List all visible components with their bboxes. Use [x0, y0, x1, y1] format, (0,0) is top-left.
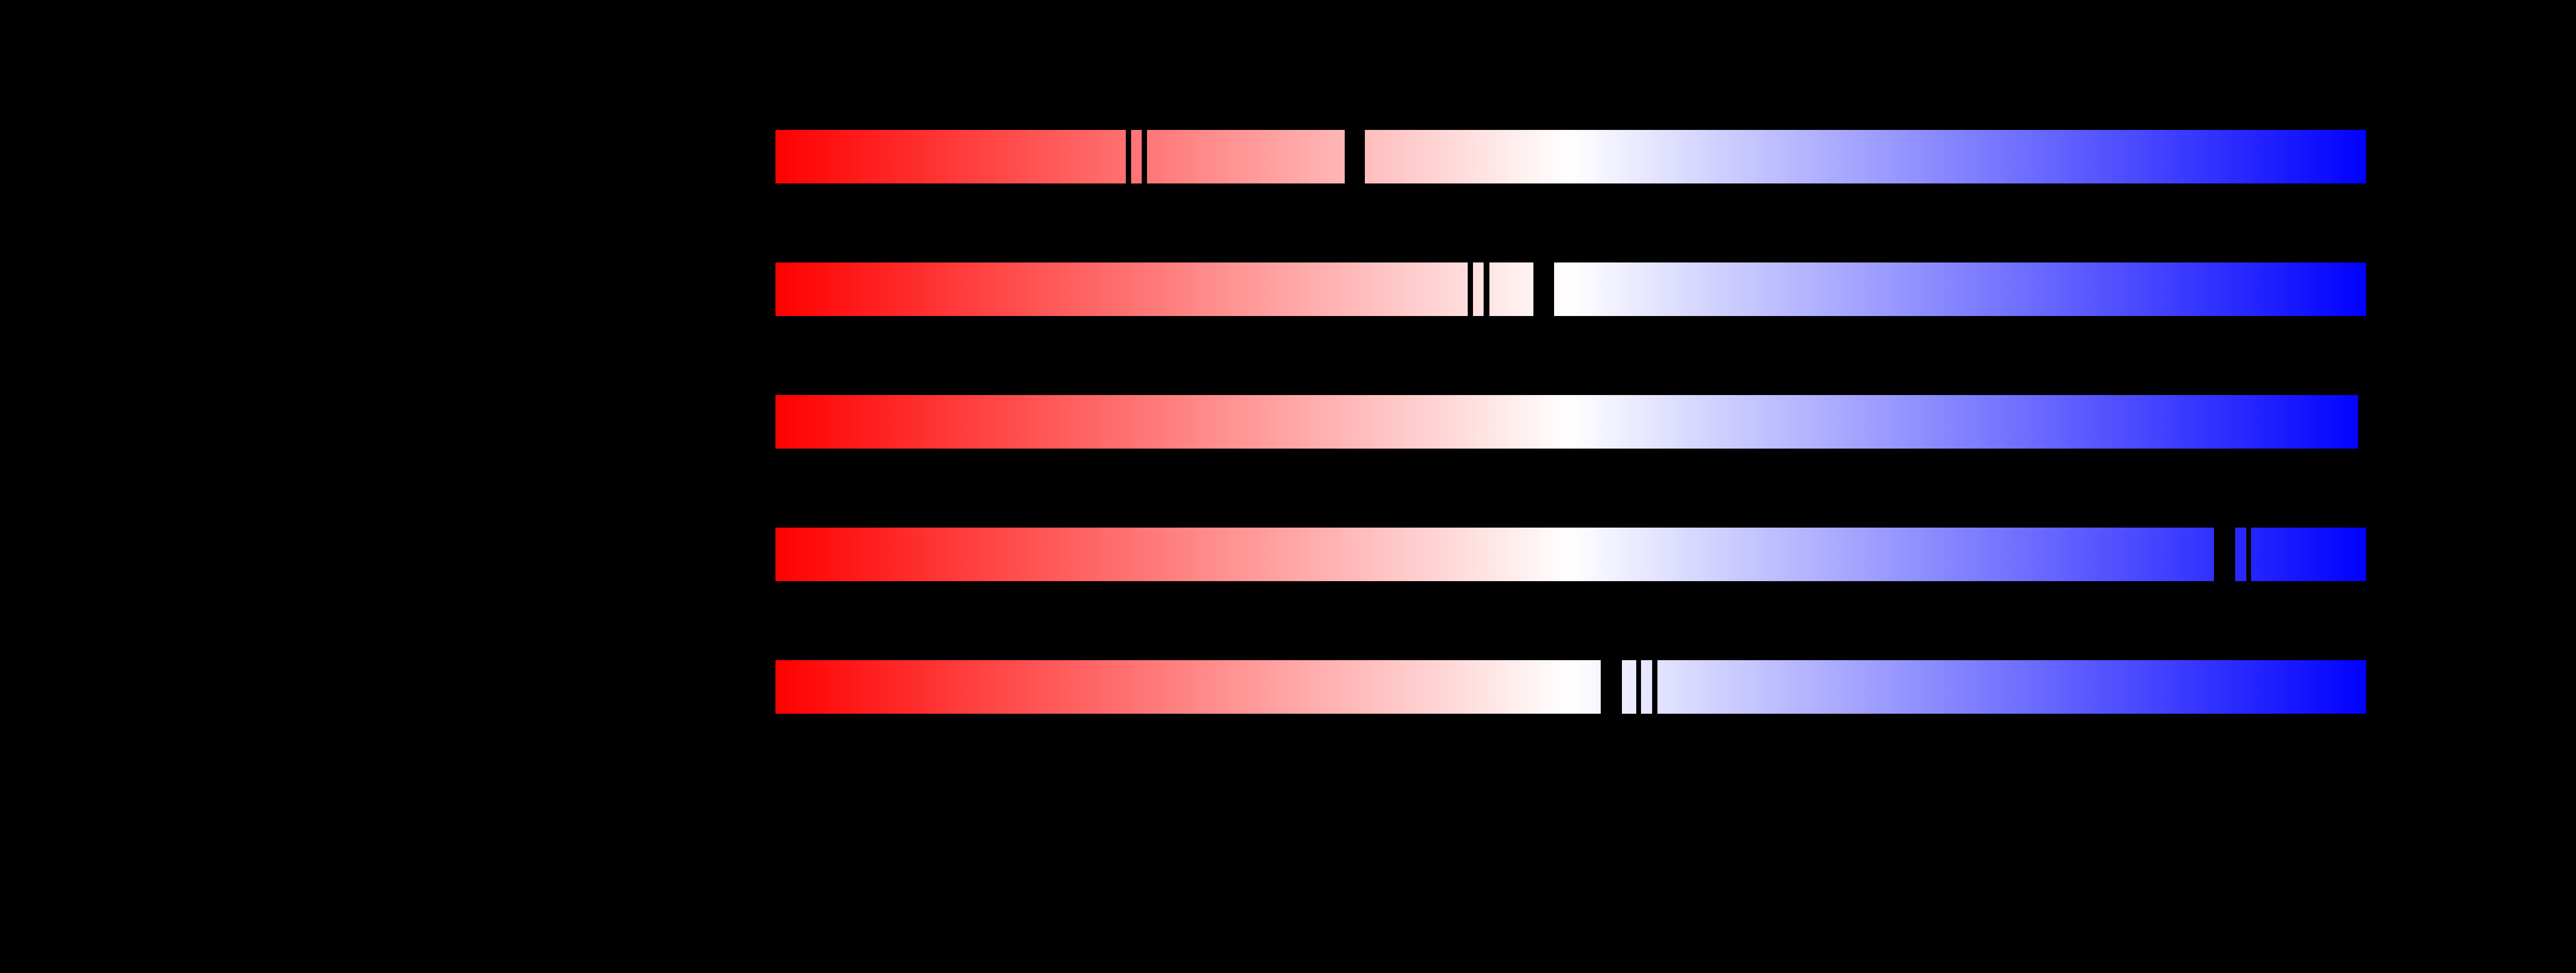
gradient-bar [775, 130, 2366, 183]
marker-line [2246, 528, 2251, 581]
marker-line [1468, 262, 1473, 316]
marker-line [1484, 262, 1489, 316]
gradient-bar [775, 528, 2366, 581]
gradient-bar [775, 395, 2358, 449]
marker-band [1533, 262, 1554, 316]
gradient-bar [775, 660, 2366, 714]
marker-band [1601, 660, 1622, 714]
marker-line [1126, 130, 1131, 183]
marker-line [1652, 660, 1657, 714]
gradient-bar [775, 262, 2366, 316]
marker-line [1142, 130, 1147, 183]
marker-line [1636, 660, 1641, 714]
marker-band [1345, 130, 1365, 183]
marker-band [2214, 528, 2235, 581]
